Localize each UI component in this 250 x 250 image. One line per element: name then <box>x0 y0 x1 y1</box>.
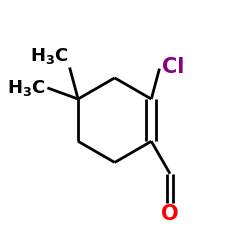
Text: $\mathbf{H_3C}$: $\mathbf{H_3C}$ <box>30 46 68 66</box>
Text: Cl: Cl <box>162 58 184 78</box>
Text: $\mathbf{H_3C}$: $\mathbf{H_3C}$ <box>7 78 46 98</box>
Text: O: O <box>161 204 179 224</box>
